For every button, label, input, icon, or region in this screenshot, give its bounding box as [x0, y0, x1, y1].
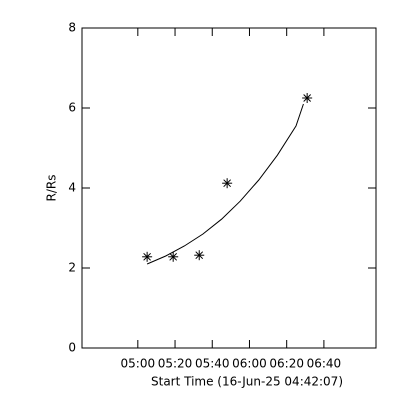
x-tick-label: 05:40 [195, 357, 230, 371]
y-tick-label: 0 [68, 341, 76, 355]
y-tick-label: 8 [68, 21, 76, 35]
x-tick-label: 05:00 [121, 357, 156, 371]
y-tick-label: 4 [68, 181, 76, 195]
data-point [302, 93, 313, 103]
plot-frame [81, 27, 377, 349]
x-tick-label: 06:20 [269, 357, 304, 371]
x-tick-label: 05:20 [158, 357, 193, 371]
data-point [168, 251, 179, 262]
y-tick-label: 6 [68, 101, 76, 115]
marker-stroke [195, 251, 204, 260]
data-point [142, 251, 153, 262]
marker-stroke [169, 252, 178, 261]
fit-curve [146, 103, 304, 265]
marker-stroke [143, 252, 151, 261]
marker-stroke [223, 179, 231, 188]
data-point [194, 250, 205, 261]
y-tick-label: 2 [68, 261, 76, 275]
x-tick-label: 06:00 [232, 357, 267, 371]
x-axis-label: Start Time (16-Jun-25 04:42:07) [151, 375, 343, 389]
marker-stroke [303, 94, 312, 102]
data-point [222, 178, 233, 189]
x-tick-label: 06:40 [307, 357, 342, 371]
y-axis-label: R/Rs [45, 175, 59, 202]
